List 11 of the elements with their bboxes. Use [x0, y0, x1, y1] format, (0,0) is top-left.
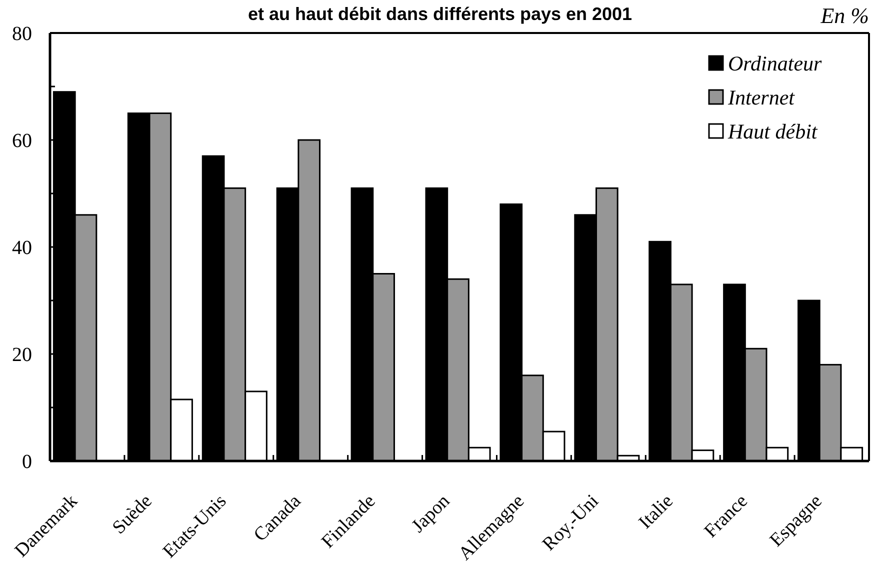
legend-label: Ordinateur — [728, 51, 823, 76]
legend-label: Internet — [727, 85, 796, 110]
x-tick-label: Italie — [634, 490, 678, 534]
y-tick-label: 80 — [12, 23, 32, 45]
chart-title: et au haut débit dans différents pays en 2001 — [248, 4, 632, 24]
y-tick-label: 40 — [12, 237, 32, 259]
y-tick-label: 60 — [12, 130, 32, 152]
y-axis-title: En % — [820, 3, 869, 28]
y-tick-label: 20 — [12, 344, 32, 366]
y-tick-label: 0 — [22, 451, 32, 473]
legend-label: Haut débit — [727, 119, 818, 144]
